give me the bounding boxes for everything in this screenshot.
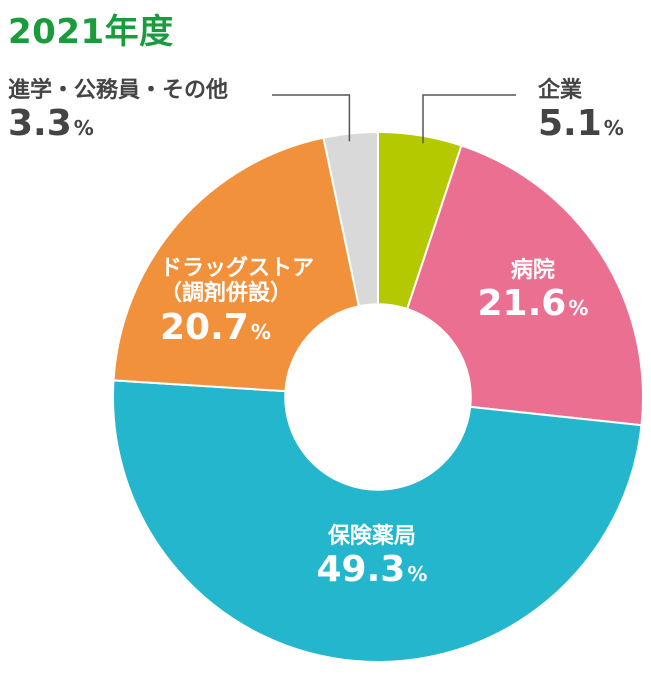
slice-value-number: 5.1 <box>538 103 602 145</box>
slice-label-name: 進学・公務員・その他 <box>8 78 229 103</box>
slice-label-name: （調剤併設） <box>160 281 293 307</box>
slice-3 <box>112 136 361 393</box>
slice-label-1: 病院 21.6% <box>478 258 589 325</box>
slice-label-name: ドラッグストア <box>160 256 315 281</box>
chart-title: 2021年度 <box>8 12 174 52</box>
slice-2 <box>112 379 643 663</box>
slice-value-unit: % <box>73 116 94 141</box>
slice-label-name: 病院 <box>510 258 555 283</box>
slice-4 <box>322 130 379 308</box>
slice-value-number: 3.3 <box>8 103 72 145</box>
slice-value-number: 20.7 <box>160 306 249 348</box>
slice-value: 20.7% <box>160 307 314 348</box>
slice-value-number: 21.6 <box>477 283 567 325</box>
slice-value-unit: % <box>568 296 589 321</box>
slice-label-0: 企業 5.1% <box>538 78 624 145</box>
slice-label-2: 保険薬局 49.3% <box>317 524 428 591</box>
slice-value-unit: % <box>250 319 271 344</box>
slice-value: 3.3% <box>8 103 228 144</box>
leader-line-4 <box>272 94 351 142</box>
slice-value-unit: % <box>603 116 624 141</box>
slice-1 <box>405 144 644 427</box>
slice-label-name: 保険薬局 <box>327 524 416 549</box>
slice-label-name: 企業 <box>538 78 583 103</box>
slice-value: 21.6% <box>478 283 589 324</box>
slice-value-number: 49.3 <box>316 549 406 591</box>
slice-label-4: 進学・公務員・その他 3.3% <box>8 78 228 145</box>
slice-value: 49.3% <box>317 549 428 590</box>
slice-label-3: ドラッグストア （調剤併設） 20.7% <box>160 256 314 348</box>
slice-value-unit: % <box>407 562 428 587</box>
leader-line-0 <box>422 94 516 144</box>
slice-value: 5.1% <box>538 103 624 144</box>
